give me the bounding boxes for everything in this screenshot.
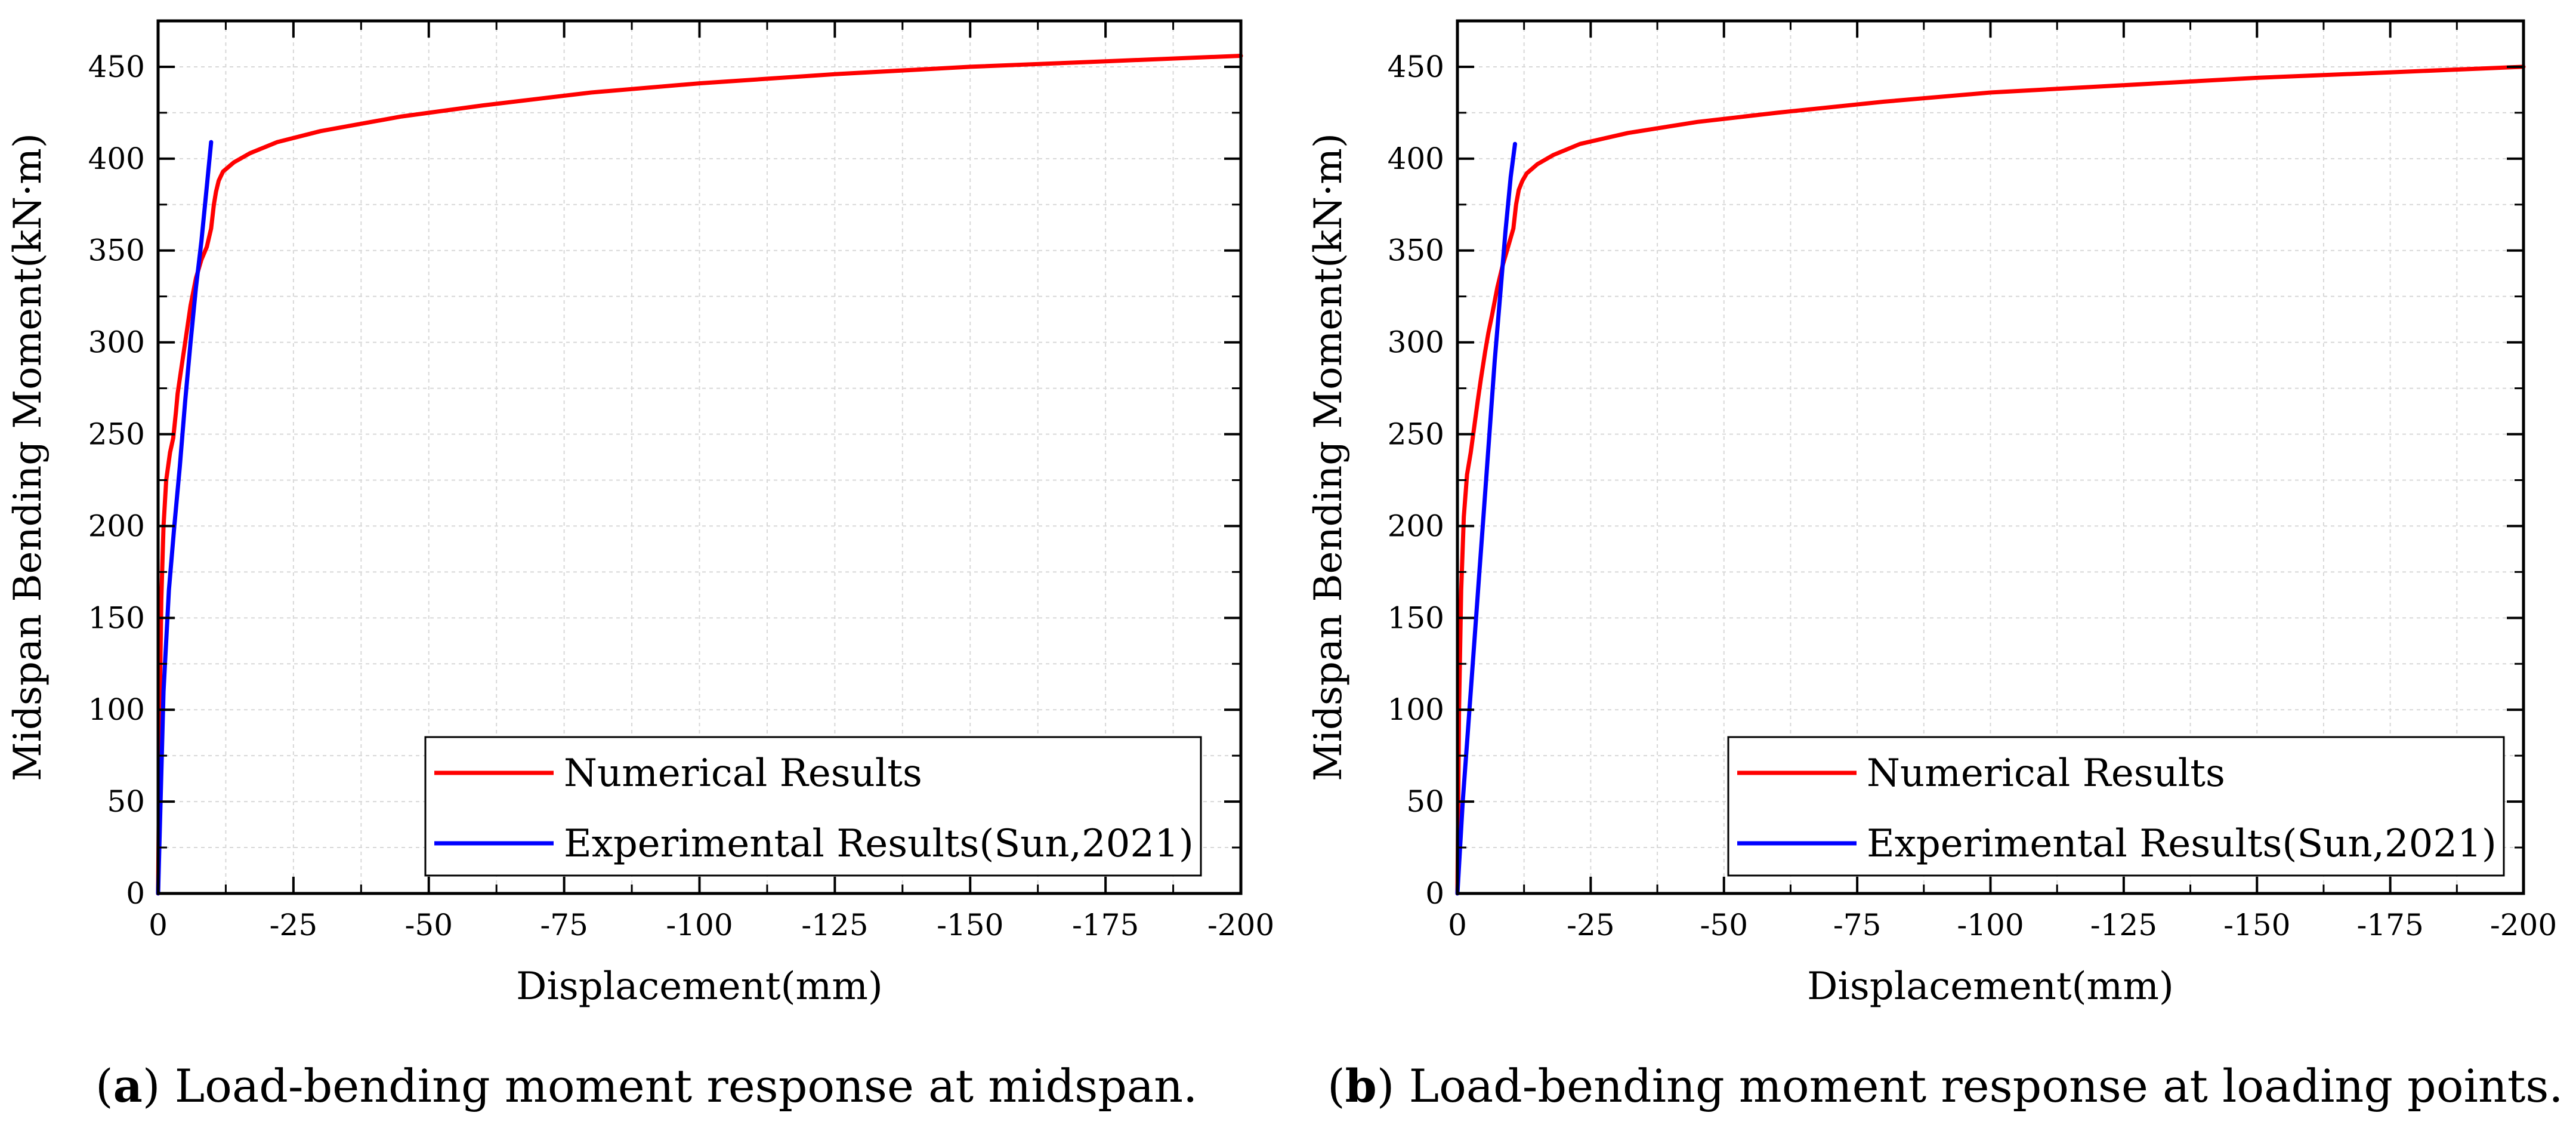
caption-text: ) Load-bending moment response at loadin… <box>1376 1059 2563 1112</box>
y-tick-label: 100 <box>88 692 145 727</box>
caption-b: (b) Load-bending moment response at load… <box>1327 1059 2563 1112</box>
x-tick-label: -100 <box>666 908 733 942</box>
y-tick-label: 0 <box>126 876 145 911</box>
y-tick-label: 150 <box>1388 600 1444 635</box>
x-tick-label: -200 <box>1207 908 1274 942</box>
y-tick-label: 450 <box>1388 50 1444 84</box>
y-tick-label: 250 <box>88 417 145 452</box>
x-tick-label: -50 <box>404 908 453 942</box>
y-tick-label: 300 <box>1388 325 1444 360</box>
caption-letter: b <box>1345 1059 1377 1112</box>
legend-label-experimental: Experimental Results(Sun,2021) <box>564 822 1194 866</box>
y-tick-label: 100 <box>1388 692 1444 727</box>
y-tick-label: 400 <box>88 141 145 176</box>
y-tick-label: 400 <box>1388 141 1444 176</box>
x-tick-label: -75 <box>1833 908 1882 942</box>
legend-label-numerical: Numerical Results <box>564 751 922 796</box>
numerical-results-line <box>156 54 1243 896</box>
chart-a: 0 -25 -50 -75 -100 -125 -150 -175 -200 0 50 100 150 2… <box>6 19 1274 1009</box>
caption-a: (a) Load-bending moment response at mids… <box>95 1059 1198 1112</box>
x-tick-label: -175 <box>1072 908 1139 942</box>
y-tick-label: 300 <box>88 325 145 360</box>
x-tick-label: 0 <box>1448 908 1467 942</box>
x-tick-label: -125 <box>2090 908 2157 942</box>
y-tick-label: 350 <box>1388 233 1444 268</box>
x-tick-label: -25 <box>270 908 318 942</box>
y-tick-label: 0 <box>1425 876 1444 911</box>
y-tick-label: 250 <box>1388 417 1444 452</box>
caption-text: ) Load-bending moment response at midspa… <box>142 1059 1198 1112</box>
grid <box>158 21 1241 893</box>
x-tick-label: -25 <box>1567 908 1615 942</box>
x-tick-label: -75 <box>540 908 588 942</box>
legend: Numerical Results Experimental Results(Su… <box>1727 736 2505 877</box>
x-tick-label: -150 <box>2223 908 2290 942</box>
ticks: 0 -25 -50 -75 -100 -125 -150 -175 -200 0 50 100 150 2… <box>88 21 1274 942</box>
numerical-results-line <box>1455 64 2526 896</box>
x-tick-label: -100 <box>1957 908 2024 942</box>
legend-box <box>424 736 1202 877</box>
y-axis-title: Midspan Bending Moment(kN·m) <box>1306 133 1351 781</box>
y-tick-label: 50 <box>1406 784 1444 819</box>
y-tick-label: 150 <box>88 600 145 635</box>
y-tick-label: 200 <box>1388 508 1444 543</box>
x-tick-label: -175 <box>2356 908 2423 942</box>
x-tick-label: -200 <box>2490 908 2557 942</box>
x-axis-title: Displacement(mm) <box>516 964 883 1009</box>
y-tick-label: 450 <box>88 50 145 84</box>
y-tick-label: 350 <box>88 233 145 268</box>
experimental-results-line <box>1455 141 1517 896</box>
experimental-results-line <box>156 140 214 896</box>
caption-letter: a <box>113 1059 143 1112</box>
y-tick-label: 200 <box>88 508 145 543</box>
legend-label-numerical: Numerical Results <box>1867 751 2225 796</box>
x-axis-title: Displacement(mm) <box>1807 964 2174 1009</box>
x-tick-label: -50 <box>1700 908 1748 942</box>
x-tick-label: -125 <box>801 908 868 942</box>
y-axis-title: Midspan Bending Moment(kN·m) <box>6 133 50 781</box>
legend-box <box>1727 736 2505 877</box>
x-tick-label: -150 <box>937 908 1003 942</box>
chart-b: 0 -25 -50 -75 -100 -125 -150 -175 -200 0 50 100 150 2… <box>1306 19 2557 1009</box>
y-tick-label: 50 <box>107 784 145 819</box>
x-tick-label: 0 <box>149 908 168 942</box>
ticks: 0 -25 -50 -75 -100 -125 -150 -175 -200 0 50 100 150 2… <box>1388 21 2557 942</box>
legend: Numerical Results Experimental Results(Su… <box>424 736 1202 877</box>
legend-label-experimental: Experimental Results(Sun,2021) <box>1867 822 2497 866</box>
